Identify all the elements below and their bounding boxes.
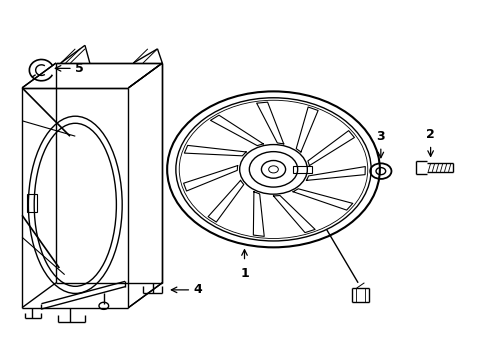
Text: 2: 2: [426, 128, 434, 141]
Text: 5: 5: [75, 62, 84, 75]
Bar: [27, 194, 37, 212]
Bar: [292, 166, 311, 173]
Text: 1: 1: [240, 267, 248, 280]
Text: 3: 3: [376, 130, 385, 143]
Text: 4: 4: [193, 283, 202, 296]
